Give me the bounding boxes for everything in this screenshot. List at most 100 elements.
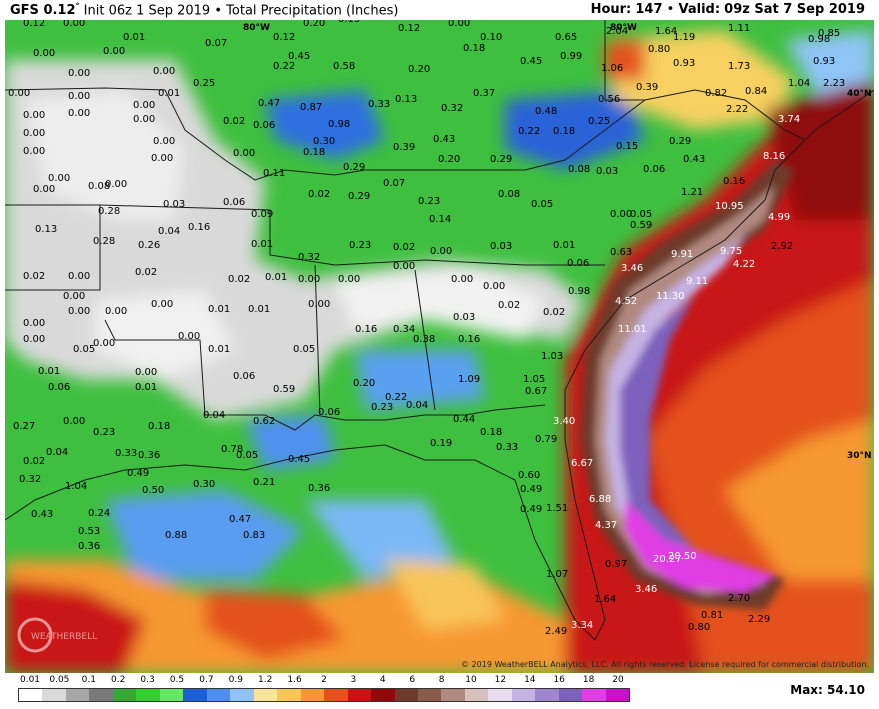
- precip-value-label: 0.80: [648, 44, 670, 55]
- legend-tick-label: 0.3: [140, 675, 155, 685]
- precip-value-label: 0.02: [228, 274, 250, 285]
- lon-box: [604, 20, 645, 101]
- precip-value-label: 9.11: [686, 276, 708, 287]
- precip-map: 80°W 80°W 40°N 30°N 0.12 0.00 0.01 0.12 0.20…: [5, 20, 874, 673]
- legend-tick-label: 0.1: [81, 675, 96, 685]
- precip-value-label: 0.00: [308, 299, 330, 310]
- precip-value-label: 0.27: [13, 421, 35, 432]
- precip-value-label: 0.04: [203, 410, 225, 421]
- precip-value-label: 0.79: [535, 434, 557, 445]
- legend-tick-label: 0.9: [228, 675, 243, 685]
- precip-value-label: 0.83: [243, 530, 265, 541]
- precip-value-label: 0.13: [395, 94, 417, 105]
- map-header: GFS 0.12° Init 06z 1 Sep 2019 • Total Pr…: [0, 0, 879, 20]
- precip-value-label: 0.36: [138, 450, 160, 461]
- precip-value-label: 0.00: [8, 88, 30, 99]
- precip-value-label: 0.00: [33, 184, 55, 195]
- legend-swatch: [42, 689, 66, 701]
- precip-value-label: 0.04: [406, 400, 428, 411]
- border-mid: [99, 204, 605, 266]
- precip-value-label: 0.06: [233, 371, 255, 382]
- legend-tick-label: 4: [379, 675, 386, 685]
- precip-value-label: 0.23: [349, 240, 371, 251]
- precip-value-label: 0.97: [605, 559, 627, 570]
- precip-value-label: 0.06: [223, 197, 245, 208]
- legend-tick-label: 14: [524, 675, 536, 685]
- precip-value-label: 0.00: [151, 153, 173, 164]
- precip-value-label: 0.60: [518, 470, 540, 481]
- forecast-hour: 147: [635, 2, 663, 17]
- precip-value-label: 1.11: [728, 23, 750, 34]
- precip-value-label: 0.02: [498, 300, 520, 311]
- legend-tick-label: 8: [438, 675, 445, 685]
- legend-swatch: [136, 689, 160, 701]
- precip-value-label: 0.00: [48, 173, 70, 184]
- precip-value-label: 0.18: [303, 147, 325, 158]
- valid-time: 09z Sat 7 Sep 2019: [724, 2, 865, 17]
- precip-value-label: 0.36: [78, 541, 100, 552]
- lat-30n: 30°N: [847, 451, 872, 461]
- precip-value-label: 0.29: [348, 191, 370, 202]
- precip-value-label: 0.88: [165, 530, 187, 541]
- precip-value-label: 0.00: [133, 100, 155, 111]
- precip-value-label: 0.18: [553, 126, 575, 137]
- precip-value-label: 0.16: [355, 324, 377, 335]
- precip-value-label: 1.51: [546, 503, 568, 514]
- precip-value-label: 0.02: [23, 271, 45, 282]
- precip-value-label: 0.00: [63, 20, 85, 29]
- precip-value-label: 0.06: [567, 258, 589, 269]
- legend-swatch: [183, 689, 207, 701]
- precip-value-label: 0.45: [520, 56, 542, 67]
- precip-value-label: 0.03: [490, 241, 512, 252]
- precip-value-label: 0.49: [520, 504, 542, 515]
- legend-swatch: [206, 689, 231, 701]
- precip-value-label: 0.05: [293, 344, 315, 355]
- precip-value-label: 10.95: [715, 201, 744, 212]
- precip-value-label: 3.34: [571, 620, 593, 631]
- precip-value-label: 0.00: [393, 261, 415, 272]
- precip-value-label: 1.09: [458, 374, 480, 385]
- precip-value-label: 1.03: [541, 351, 563, 362]
- precip-value-label: 0.58: [333, 61, 355, 72]
- precip-value-label: 0.03: [596, 166, 618, 177]
- precip-value-label: 0.38: [413, 334, 435, 345]
- value-labels: 0.120.000.010.120.200.150.120.000.100.65…: [8, 20, 845, 637]
- precip-value-label: 0.03: [453, 312, 475, 323]
- precip-value-label: 4.22: [733, 259, 755, 270]
- legend-swatch: [488, 689, 512, 701]
- precip-value-label: 0.01: [135, 382, 157, 393]
- precip-value-label: 2.92: [771, 241, 793, 252]
- precip-value-label: 0.15: [338, 20, 360, 25]
- legend-swatch: [605, 689, 630, 701]
- precip-value-label: 2.04: [606, 26, 628, 37]
- precip-value-label: 0.22: [273, 61, 295, 72]
- legend-swatch: [253, 689, 278, 701]
- precip-value-label: 0.24: [88, 508, 110, 519]
- precip-value-label: 1.04: [65, 481, 87, 492]
- precip-value-label: 0.07: [205, 38, 227, 49]
- legend-tick-label: 10: [465, 675, 477, 685]
- precip-value-label: 0.00: [233, 148, 255, 159]
- precip-value-label: 0.06: [318, 407, 340, 418]
- border-north: [5, 87, 806, 181]
- precip-value-label: 0.08: [88, 181, 110, 192]
- precip-value-label: 0.11: [263, 168, 285, 179]
- model-name: GFS 0.12°: [10, 2, 80, 19]
- precip-value-label: 0.43: [683, 154, 705, 165]
- precip-value-label: 0.05: [531, 199, 553, 210]
- precip-value-label: 0.08: [568, 164, 590, 175]
- precip-value-label: 0.02: [393, 242, 415, 253]
- precip-value-label: 0.47: [258, 98, 280, 109]
- precip-value-label: 6.88: [589, 494, 611, 505]
- legend-swatch: [347, 689, 372, 701]
- legend-tick-label: 3: [350, 675, 357, 685]
- precip-value-label: 4.37: [595, 520, 617, 531]
- precip-value-label: 0.32: [298, 252, 320, 263]
- precip-value-label: 0.00: [153, 66, 175, 77]
- precip-value-label: 0.00: [23, 128, 45, 139]
- legend-swatch: [417, 689, 442, 701]
- precip-value-label: 0.20: [408, 64, 430, 75]
- precip-value-label: 0.33: [115, 448, 137, 459]
- precip-value-label: 0.00: [63, 291, 85, 302]
- precip-value-label: 3.74: [778, 114, 800, 125]
